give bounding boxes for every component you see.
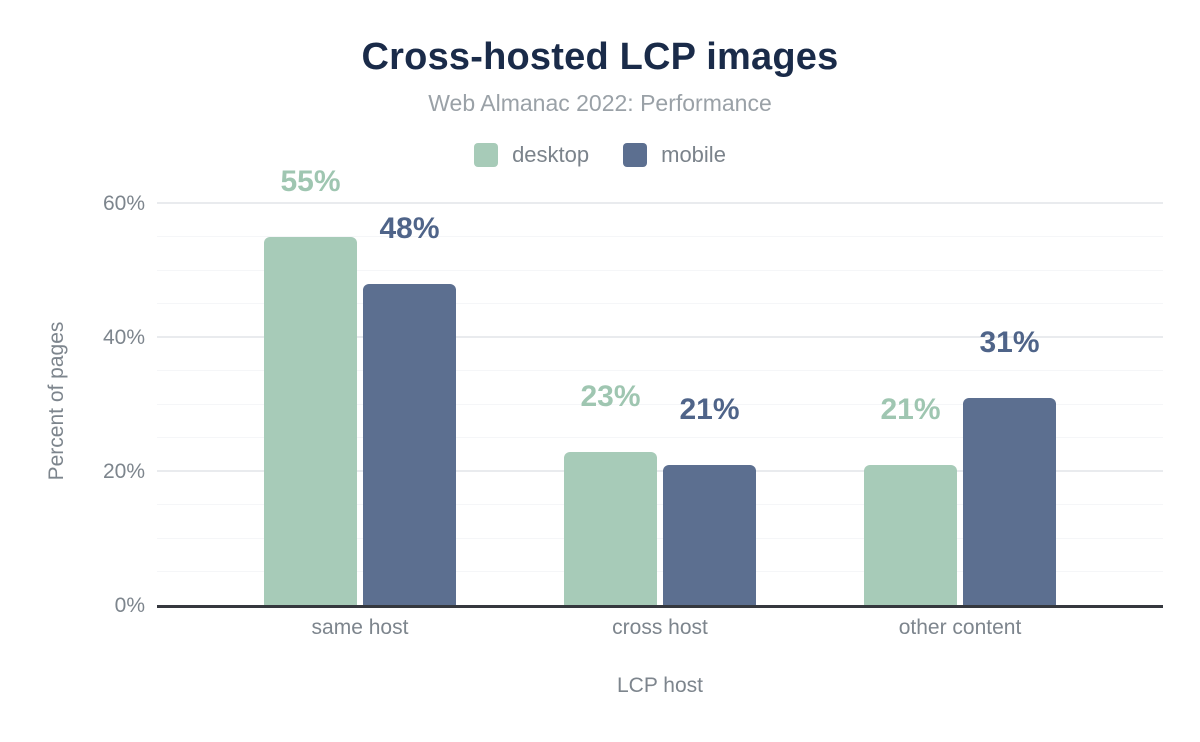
x-category-labels: same host cross host other content — [157, 616, 1163, 644]
chart-subtitle: Web Almanac 2022: Performance — [428, 90, 772, 116]
minor-gridline-15 — [157, 504, 1163, 506]
bar-value-label-mobile-cross-host: 21% — [679, 393, 740, 427]
x-axis-line — [157, 605, 1163, 608]
y-axis-tick-0: 0% — [114, 594, 145, 617]
legend-label: desktop — [512, 142, 590, 167]
bar-value-label-desktop-other-content: 21% — [880, 393, 941, 427]
x-axis-title: LCP host — [617, 674, 703, 697]
legend-swatch-desktop — [474, 143, 499, 167]
plot-area: 55% 48% 23% 21% 21% 31% — [157, 165, 1163, 608]
legend-item-desktop: desktop — [474, 142, 589, 168]
legend: desktop mobile — [0, 142, 1200, 168]
minor-gridline-35 — [157, 370, 1163, 372]
bar-mobile-cross-host — [663, 465, 756, 606]
legend-swatch-mobile — [623, 143, 648, 167]
minor-gridline-30 — [157, 403, 1163, 405]
bar-value-label-mobile-other-content: 31% — [979, 326, 1040, 360]
minor-gridline-25 — [157, 437, 1163, 439]
y-axis-title: Percent of pages — [45, 321, 68, 481]
minor-gridline-10 — [157, 537, 1163, 539]
minor-gridline-5 — [157, 571, 1163, 573]
bar-value-label-mobile-same-host: 48% — [379, 212, 440, 246]
bar-value-label-desktop-same-host: 55% — [280, 165, 341, 199]
minor-gridline-45 — [157, 303, 1163, 305]
major-gridline-60 — [157, 201, 1163, 204]
y-axis-tick-20: 20% — [102, 459, 145, 483]
bar-value-label-desktop-cross-host: 23% — [580, 379, 641, 413]
major-gridline-20 — [157, 469, 1163, 472]
legend-label: mobile — [661, 142, 726, 167]
bar-desktop-cross-host — [564, 451, 657, 606]
bar-desktop-same-host — [264, 237, 357, 606]
minor-gridline-50 — [157, 269, 1163, 271]
bar-mobile-same-host — [363, 284, 456, 606]
x-category-label-same-host: same host — [311, 616, 409, 639]
chart-title: Cross-hosted LCP images — [361, 36, 839, 78]
x-category-label-other-content: other content — [898, 616, 1022, 639]
y-axis-tick-60: 60% — [102, 191, 145, 215]
major-gridline-40 — [157, 335, 1163, 338]
legend-item-mobile: mobile — [623, 142, 726, 168]
bar-mobile-other-content — [963, 398, 1056, 606]
minor-gridline-55 — [157, 236, 1163, 238]
y-axis-tick-40: 40% — [102, 325, 145, 349]
x-category-label-cross-host: cross host — [612, 616, 708, 639]
y-axis-tick-labels: 0% 20% 40% 60% — [85, 170, 145, 617]
bar-desktop-other-content — [864, 465, 957, 606]
